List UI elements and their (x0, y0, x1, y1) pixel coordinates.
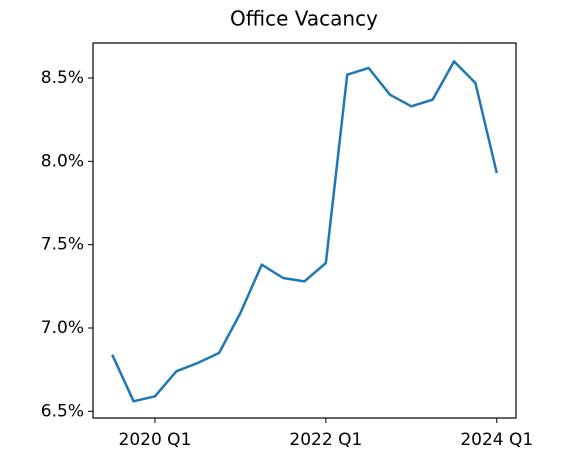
chart-title: Office Vacancy (230, 7, 378, 31)
x-tick-label: 2024 Q1 (460, 430, 533, 450)
x-tick-label: 2020 Q1 (119, 430, 192, 450)
y-tick-label: 8.0% (41, 151, 84, 171)
line-series (111, 60, 498, 403)
x-tick-label: 2022 Q1 (289, 430, 362, 450)
y-tick-label: 8.5% (41, 68, 84, 88)
y-tick-label: 7.5% (41, 235, 84, 255)
y-tick-label: 6.5% (41, 401, 84, 421)
plot-frame (92, 42, 517, 419)
y-tick-label: 7.0% (41, 318, 84, 338)
